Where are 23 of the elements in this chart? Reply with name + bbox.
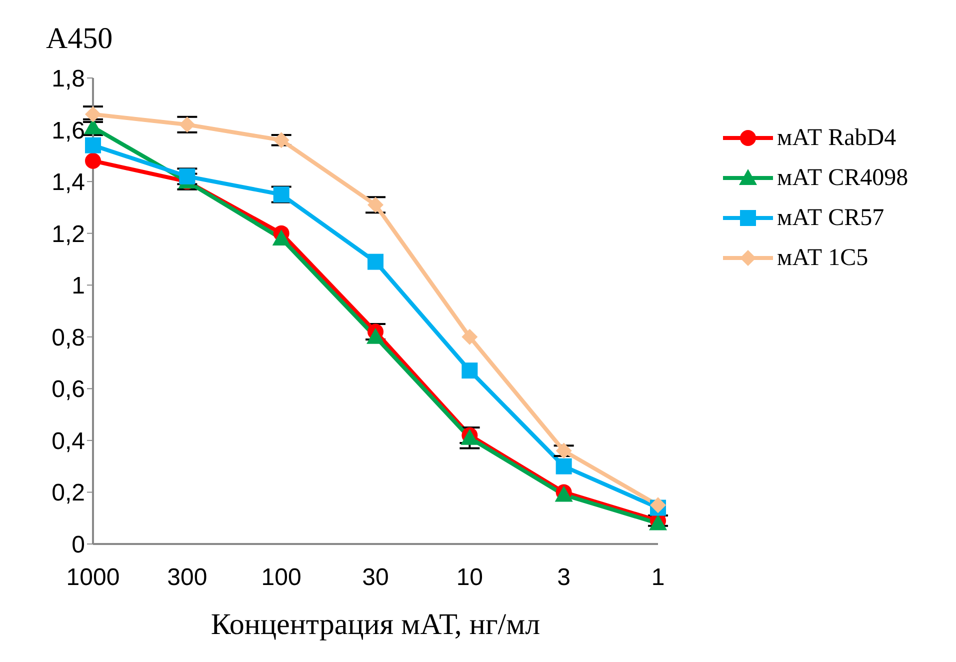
x-tick-label: 3 [557, 564, 571, 592]
y-axis-title: A450 [46, 22, 113, 56]
x-tick-label: 100 [261, 564, 302, 592]
text: 0 [72, 532, 85, 559]
x-axis-title: Концентрация мАТ, нг/мл [210, 608, 540, 641]
legend-label: мАТ 1C5 [777, 244, 868, 272]
x-tick-label: 30 [362, 564, 389, 592]
x-tick-label: 10 [456, 564, 484, 592]
y-tick-label: 0,4 [52, 428, 85, 455]
y-tick-label: 0,6 [52, 376, 85, 404]
x-tick-label: 1000 [66, 564, 120, 592]
x-tick-label: 1 [651, 564, 665, 592]
legend-label: мАТ RabD4 [777, 124, 896, 152]
y-tick-label: 1,2 [52, 220, 85, 248]
x-tick-label: 300 [167, 564, 208, 592]
y-tick-label: 1,8 [52, 66, 85, 93]
y-tick-label: 1,6 [52, 117, 85, 144]
legend-label: мАТ CR57 [777, 204, 884, 232]
legend-label: мАТ CR4098 [777, 164, 908, 192]
y-tick-label: 1 [72, 272, 85, 300]
y-tick-label: 0,8 [52, 324, 85, 352]
y-tick-label: 1,4 [52, 169, 85, 196]
y-tick-label: 0,2 [52, 480, 85, 507]
